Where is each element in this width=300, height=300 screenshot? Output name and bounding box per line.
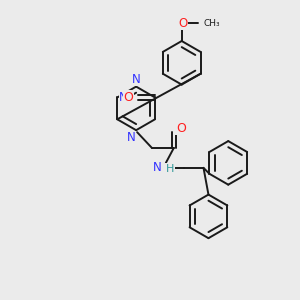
Text: O: O (176, 122, 186, 135)
Text: N: N (153, 161, 162, 174)
Text: CH₃: CH₃ (203, 19, 220, 28)
Text: O: O (178, 17, 187, 30)
Text: N: N (126, 131, 135, 144)
Text: N: N (119, 91, 128, 104)
Text: N: N (132, 73, 140, 85)
Text: H: H (166, 164, 174, 174)
Text: O: O (123, 91, 133, 104)
